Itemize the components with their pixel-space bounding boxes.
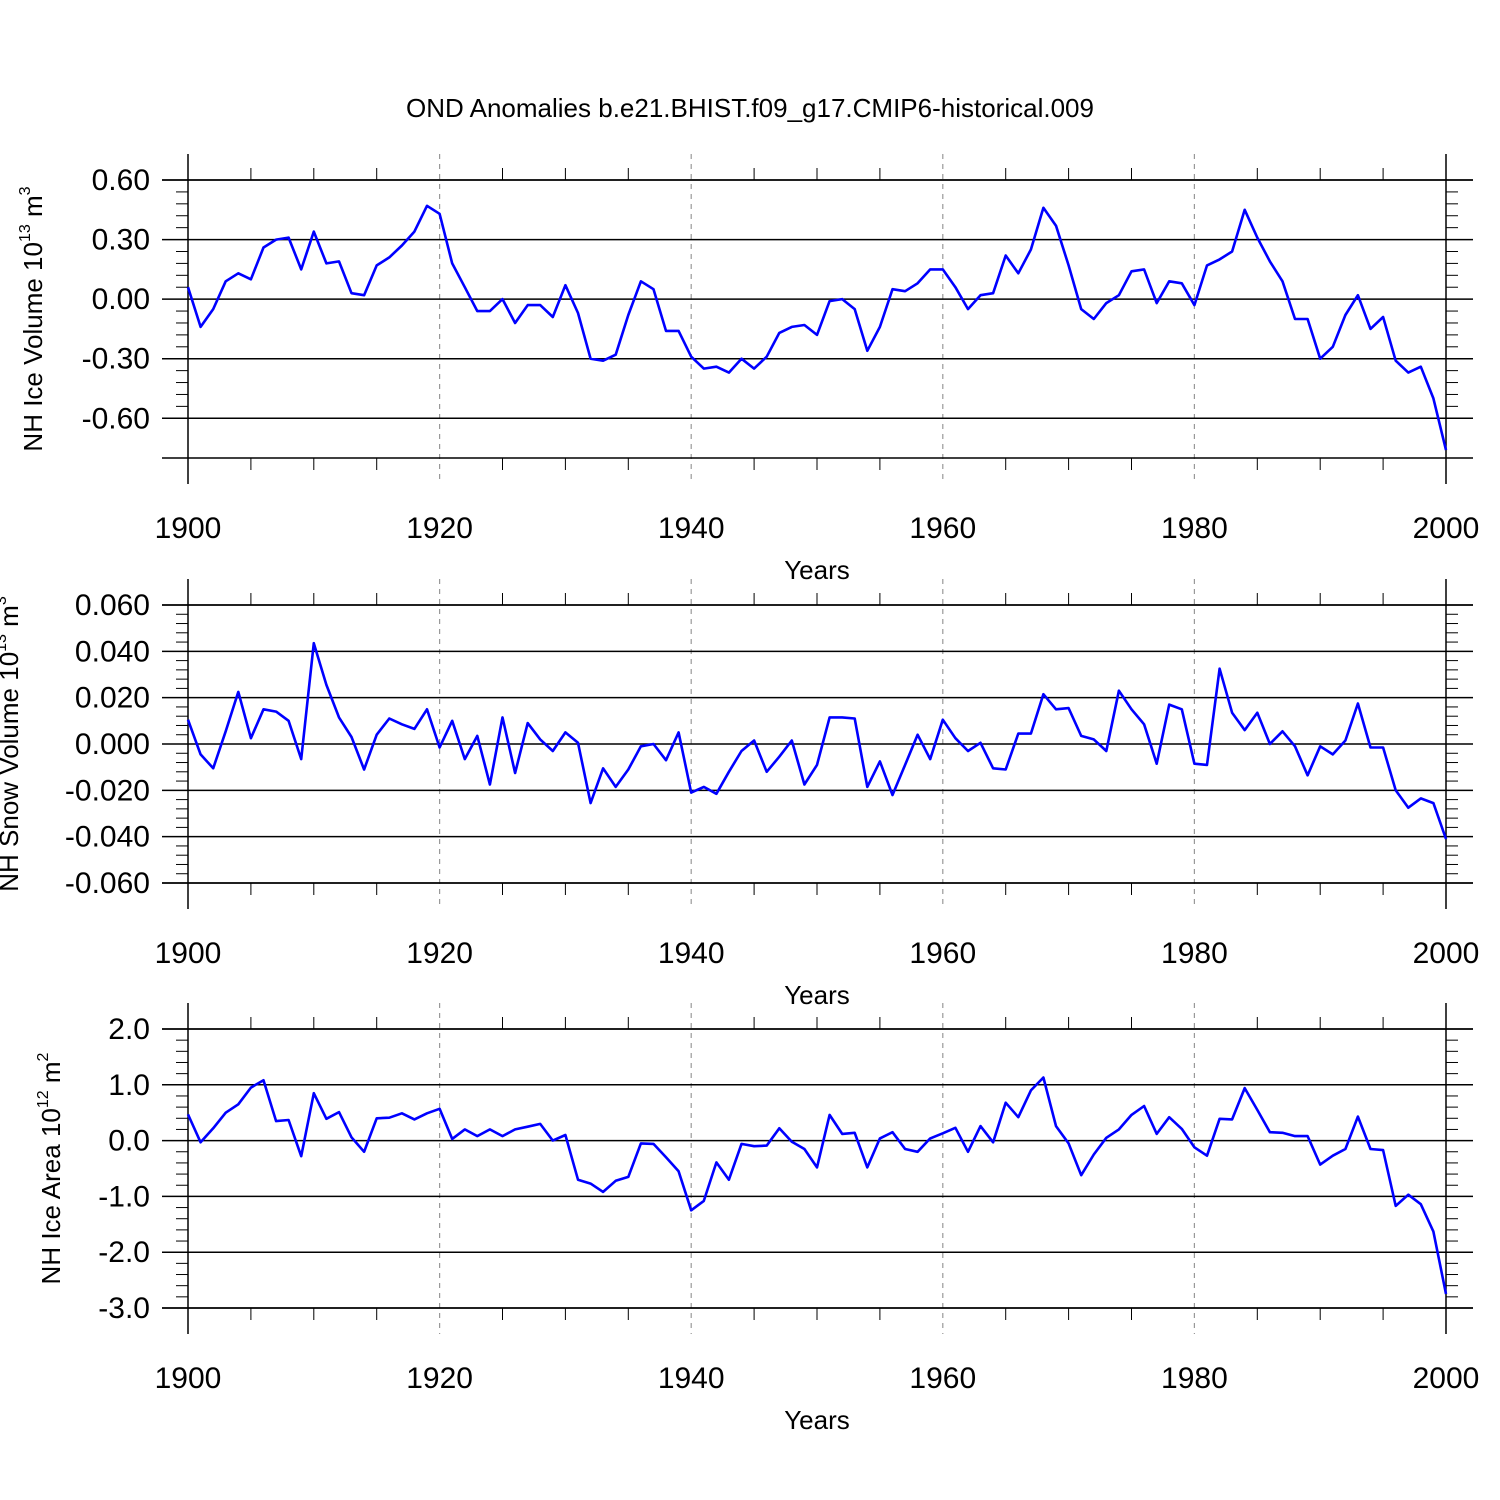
series-line bbox=[186, 1076, 1448, 1295]
y-tick-label: -0.040 bbox=[65, 821, 150, 854]
x-tick-label: 1920 bbox=[406, 512, 473, 545]
y-tick-label: -0.30 bbox=[82, 343, 150, 376]
series-line bbox=[186, 204, 1448, 451]
y-tick-label: 0.000 bbox=[75, 728, 150, 761]
y-tick-label: 0.060 bbox=[75, 589, 150, 622]
panel-3: 2.0 1.0 0.0 -1.0 -2.0 -3.0 1900 1920 1940 1960 198… bbox=[35, 1003, 1479, 1435]
y-tick-label: -0.60 bbox=[82, 402, 150, 435]
y-axis-label: NH Snow Volume 1013 m3 bbox=[0, 596, 24, 892]
y-axis-label-unit-exponent: 2 bbox=[35, 1052, 52, 1061]
x-axis-label: Years bbox=[784, 1405, 850, 1435]
panel-2: 0.060 0.040 0.020 0.000 -0.020 -0.040 -0.060 19… bbox=[0, 579, 1479, 1010]
x-tick-label: 1900 bbox=[155, 937, 222, 970]
y-tick-label: 0.020 bbox=[75, 682, 150, 715]
y-tick-label: -2.0 bbox=[98, 1236, 150, 1269]
y-axis-label-unit-exponent: 3 bbox=[17, 186, 34, 195]
x-axis-label: Years bbox=[784, 980, 850, 1010]
y-axis-label-unit-exponent: 3 bbox=[0, 596, 10, 605]
y-axis-label-base: NH Ice Volume 10 bbox=[18, 242, 48, 452]
y-tick-label: 0.30 bbox=[92, 224, 150, 257]
y-tick-label: 1.0 bbox=[108, 1069, 150, 1102]
x-tick-label: 1960 bbox=[909, 512, 976, 545]
y-tick-label: 0.00 bbox=[92, 283, 150, 316]
x-tick-label: 1980 bbox=[1161, 512, 1228, 545]
x-tick-label: 2000 bbox=[1413, 1362, 1480, 1395]
panels: 0.60 0.30 0.00 -0.30 -0.60 1900 1920 1940 1960 19… bbox=[0, 154, 1479, 1435]
x-tick-label: 1920 bbox=[406, 1362, 473, 1395]
x-tick-label: 1940 bbox=[658, 937, 725, 970]
y-tick-label: 0.040 bbox=[75, 635, 150, 668]
y-axis-label: NH Ice Area 1012 m2 bbox=[35, 1052, 66, 1284]
y-tick-label: -3.0 bbox=[98, 1292, 150, 1325]
y-axis-label-unit: m bbox=[18, 195, 48, 224]
y-axis-label-base: NH Ice Area 10 bbox=[36, 1108, 66, 1284]
y-axis-label-base: NH Snow Volume 10 bbox=[0, 652, 24, 892]
x-tick-label: 2000 bbox=[1413, 512, 1480, 545]
y-axis-label-exponent: 12 bbox=[35, 1090, 52, 1108]
x-tick-label: 1920 bbox=[406, 937, 473, 970]
x-tick-label: 1980 bbox=[1161, 1362, 1228, 1395]
x-tick-label: 1940 bbox=[658, 1362, 725, 1395]
y-tick-label: -0.060 bbox=[65, 867, 150, 900]
x-axis-label: Years bbox=[784, 555, 850, 585]
y-tick-label: -1.0 bbox=[98, 1180, 150, 1213]
y-tick-label: 0.60 bbox=[92, 164, 150, 197]
y-tick-label: 0.0 bbox=[108, 1125, 150, 1158]
y-tick-label: -0.020 bbox=[65, 774, 150, 807]
y-axis-label-unit: m bbox=[36, 1061, 66, 1090]
chart-title: OND Anomalies b.e21.BHIST.f09_g17.CMIP6-… bbox=[406, 93, 1094, 123]
y-axis-label-exponent: 13 bbox=[17, 224, 34, 242]
series-line bbox=[186, 641, 1448, 840]
y-axis-label-exponent: 13 bbox=[0, 634, 10, 652]
y-tick-label: 2.0 bbox=[108, 1013, 150, 1046]
x-tick-label: 1980 bbox=[1161, 937, 1228, 970]
panel-1: 0.60 0.30 0.00 -0.30 -0.60 1900 1920 1940 1960 19… bbox=[17, 154, 1479, 585]
x-tick-label: 1960 bbox=[909, 1362, 976, 1395]
y-axis-label: NH Ice Volume 1013 m3 bbox=[17, 186, 48, 451]
x-tick-label: 1940 bbox=[658, 512, 725, 545]
x-tick-label: 2000 bbox=[1413, 937, 1480, 970]
x-tick-label: 1960 bbox=[909, 937, 976, 970]
y-axis-label-unit: m bbox=[0, 605, 24, 634]
x-tick-label: 1900 bbox=[155, 512, 222, 545]
x-tick-label: 1900 bbox=[155, 1362, 222, 1395]
